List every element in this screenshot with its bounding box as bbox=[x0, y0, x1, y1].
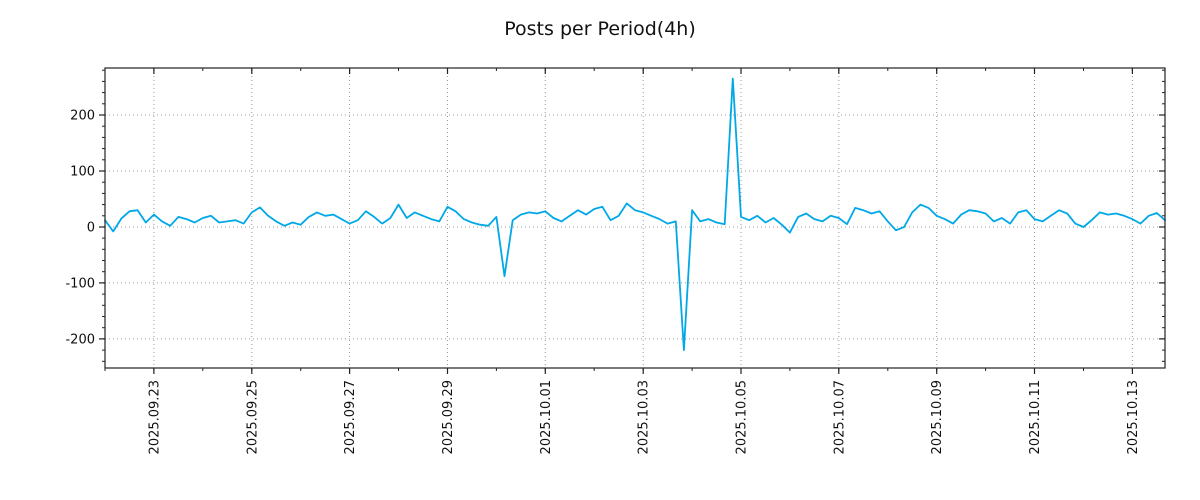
y-tick-label: -100 bbox=[65, 276, 95, 291]
x-tick-label: 2025.10.05 bbox=[735, 380, 750, 454]
x-tick-label: 2025.10.11 bbox=[1028, 380, 1043, 454]
x-tick-label: 2025.09.25 bbox=[245, 380, 260, 454]
y-tick-label: -200 bbox=[65, 332, 95, 347]
x-tick-label: 2025.09.29 bbox=[441, 380, 456, 454]
x-tick-label: 2025.09.23 bbox=[147, 380, 162, 454]
x-tick-label: 2025.10.09 bbox=[930, 380, 945, 454]
x-axis-labels: 2025.09.23 2025.09.25 2025.09.27 2025.09.29… bbox=[147, 380, 1141, 454]
y-tick-label: 100 bbox=[70, 165, 95, 180]
x-tick-label: 2025.10.03 bbox=[637, 380, 652, 454]
posts-series-line bbox=[104, 77, 1166, 352]
y-axis-ticks bbox=[99, 69, 1165, 362]
x-tick-label: 2025.10.07 bbox=[832, 380, 847, 454]
x-tick-label: 2025.09.27 bbox=[343, 380, 358, 454]
plot-border bbox=[104, 67, 1166, 369]
x-axis-ticks bbox=[104, 68, 1134, 374]
x-tick-label: 2025.10.01 bbox=[539, 380, 554, 454]
y-tick-label: 200 bbox=[70, 109, 95, 124]
x-tick-label: 2025.10.13 bbox=[1126, 380, 1141, 454]
chart-title: Posts per Period(4h) bbox=[504, 18, 696, 40]
y-tick-label: 0 bbox=[87, 221, 95, 236]
y-axis-labels: -200 -100 0 100 200 bbox=[65, 109, 95, 348]
grid-lines bbox=[105, 68, 1165, 368]
